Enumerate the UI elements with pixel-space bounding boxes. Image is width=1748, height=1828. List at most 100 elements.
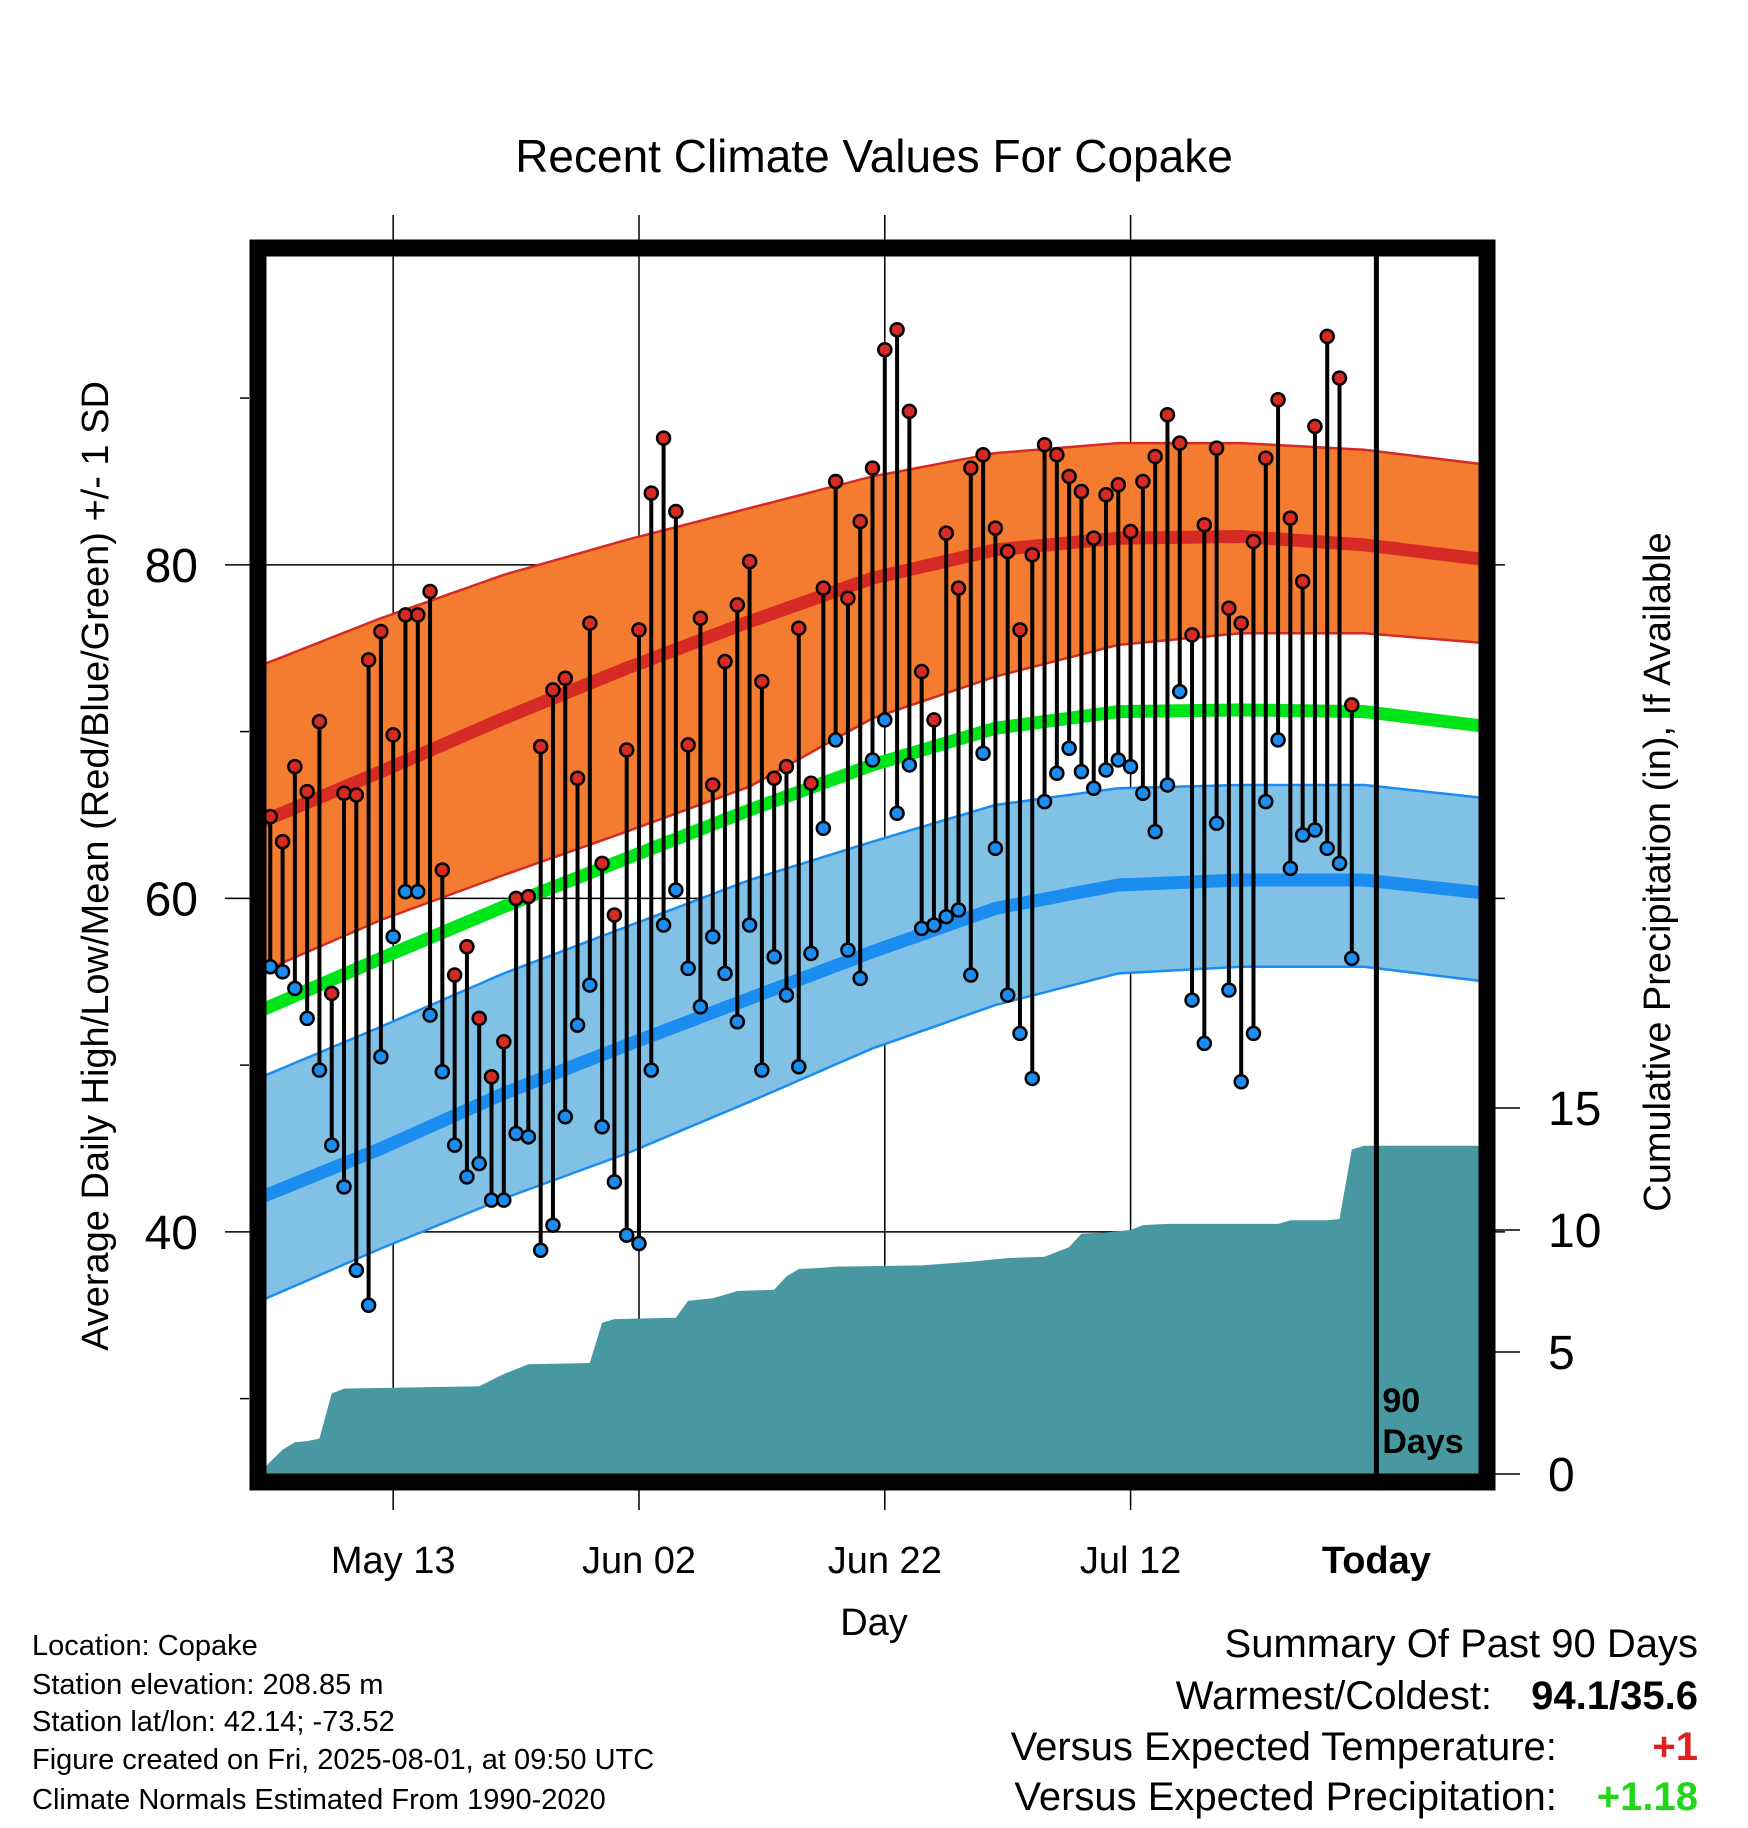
daily-high-point [840, 590, 856, 606]
daily-high-point [1196, 517, 1213, 533]
daily-high-point [508, 890, 524, 907]
warm-cold-label: Warmest/Coldest: [1175, 1674, 1493, 1718]
daily-low-point [1282, 860, 1299, 877]
low-sd-band [258, 783, 1487, 1304]
y-tick-label-right-3: 15 [1548, 1083, 1601, 1136]
today-days-label-number: 90 [1382, 1382, 1420, 1420]
daily-low-point [446, 1137, 463, 1153]
x-tick-label-2: Jun 22 [828, 1540, 942, 1582]
temp-value: +1 [1652, 1725, 1698, 1769]
x-tick-label-1: Jun 02 [582, 1540, 696, 1582]
daily-high-point [323, 985, 340, 1002]
daily-low-point [1024, 1070, 1041, 1087]
daily-low-point [913, 920, 930, 937]
daily-high-point [766, 770, 782, 787]
daily-low-point [311, 1062, 328, 1078]
daily-high-point [668, 503, 684, 520]
daily-high-point [1024, 547, 1041, 563]
daily-low-point [496, 1192, 512, 1208]
daily-low-point [274, 963, 291, 980]
daily-high-point [741, 553, 758, 570]
normal-low-line [258, 873, 1487, 1205]
daily-high-point [287, 758, 303, 775]
daily-high-point [963, 460, 979, 476]
daily-high-point [1159, 407, 1176, 423]
daily-high-point [532, 738, 549, 755]
daily-high-point [545, 682, 561, 698]
daily-low-point [1159, 777, 1176, 793]
daily-high-point [1135, 473, 1151, 490]
x-tick-label-4: Today [1322, 1540, 1431, 1582]
daily-high-point [1331, 370, 1348, 386]
daily-low-point [557, 1109, 573, 1125]
daily-high-point [348, 787, 365, 803]
daily-high-point [434, 862, 451, 878]
daily-low-point [901, 757, 918, 773]
precip-label: Versus Expected Precipitation: [1014, 1775, 1557, 1819]
daily-low-point [1135, 785, 1151, 802]
daily-high-point [336, 785, 352, 802]
daily-low-point [532, 1242, 549, 1258]
daily-low-point [1085, 780, 1102, 797]
daily-low-point [299, 1010, 315, 1027]
summary-title: Summary Of Past 90 Days [1224, 1622, 1698, 1666]
daily-low-point [1319, 840, 1335, 857]
daily-high-point [1172, 435, 1188, 451]
daily-low-point [926, 917, 942, 933]
daily-high-point [582, 615, 598, 631]
daily-low-point [717, 965, 733, 982]
daily-low-point [569, 1017, 586, 1033]
daily-low-point [840, 942, 856, 958]
daily-high-point [631, 622, 647, 638]
daily-high-point [926, 712, 942, 728]
daily-low-point [1307, 822, 1323, 838]
daily-high-point [791, 620, 807, 636]
daily-low-point [1147, 823, 1163, 840]
daily-high-point [496, 1034, 512, 1050]
daily-low-point [643, 1062, 660, 1078]
daily-high-point [471, 1010, 487, 1027]
x-tick-label-3: Jul 12 [1080, 1540, 1181, 1582]
daily-low-point [471, 1155, 487, 1172]
daily-low-point [950, 902, 967, 918]
daily-low-point [741, 917, 758, 933]
daily-low-point [373, 1049, 389, 1065]
daily-low-point [975, 745, 991, 762]
daily-high-point [901, 403, 918, 420]
daily-low-point [520, 1129, 537, 1145]
daily-high-point [1073, 483, 1090, 500]
daily-high-point [385, 727, 401, 743]
daily-low-point [1221, 982, 1237, 998]
daily-high-point [446, 967, 463, 983]
daily-high-point [569, 770, 586, 787]
plot-frame [249, 239, 1496, 1491]
y-axis-label-left: Average Daily High/Low/Mean (Red/Blue/Gr… [75, 381, 117, 1351]
daily-low-point [1073, 763, 1090, 780]
daily-high-point [1270, 391, 1286, 408]
y-tick-label-left-0: 40 [145, 1207, 198, 1260]
daily-high-point [827, 473, 844, 490]
daily-low-point [631, 1235, 647, 1252]
daily-low-point [422, 1007, 438, 1023]
daily-high-point [729, 597, 746, 613]
daily-high-point [1012, 622, 1028, 638]
daily-low-point [889, 805, 905, 822]
daily-low-point [360, 1297, 377, 1313]
today-days-label-text: Days [1382, 1423, 1463, 1461]
daily-low-point [1098, 762, 1114, 778]
daily-high-point [889, 321, 905, 338]
chart-title: Recent Climate Values For Copake [515, 130, 1233, 182]
daily-low-point [766, 948, 782, 965]
daily-high-point [311, 713, 328, 730]
y-tick-label-left-1: 60 [145, 873, 198, 926]
y-tick-label-right-1: 5 [1548, 1327, 1575, 1380]
daily-high-point [606, 907, 623, 923]
daily-high-point [1282, 510, 1299, 526]
daily-high-point [717, 653, 733, 670]
cumulative-precipitation-area [258, 1145, 1487, 1474]
daily-low-point [1061, 740, 1077, 757]
daily-high-point [643, 485, 660, 501]
daily-high-point [520, 888, 537, 905]
